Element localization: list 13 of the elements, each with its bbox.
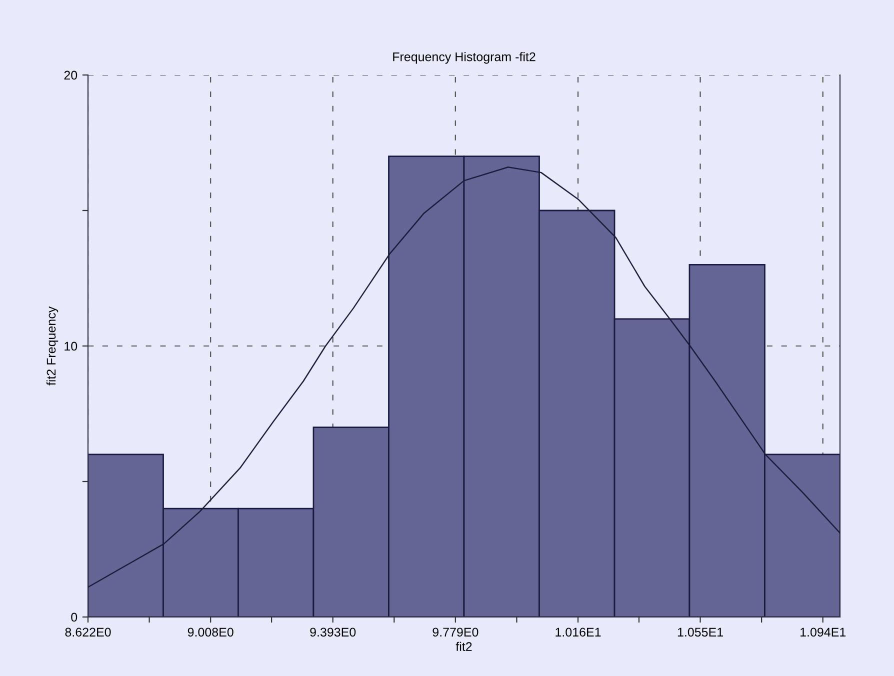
y-tick-label: 10 — [64, 342, 78, 351]
x-tick-label: 9.779E0 — [432, 628, 478, 637]
y-tick-label: 20 — [64, 70, 78, 80]
x-tick-label: 9.393E0 — [310, 628, 356, 637]
x-tick-label: 1.094E1 — [800, 628, 846, 637]
x-tick-label: 1.016E1 — [556, 628, 601, 637]
x-tick-label: 8.622E0 — [65, 628, 111, 637]
y-tick-label: 0 — [71, 612, 78, 622]
chart-title: Frequency Histogram -fit2 — [393, 52, 536, 64]
x-tick-label: 9.008E0 — [188, 628, 234, 637]
x-tick-label: 1.055E1 — [678, 628, 723, 637]
x-axis-title: fit2 — [456, 642, 472, 652]
y-axis-title: fit2 Frequency — [46, 306, 58, 386]
